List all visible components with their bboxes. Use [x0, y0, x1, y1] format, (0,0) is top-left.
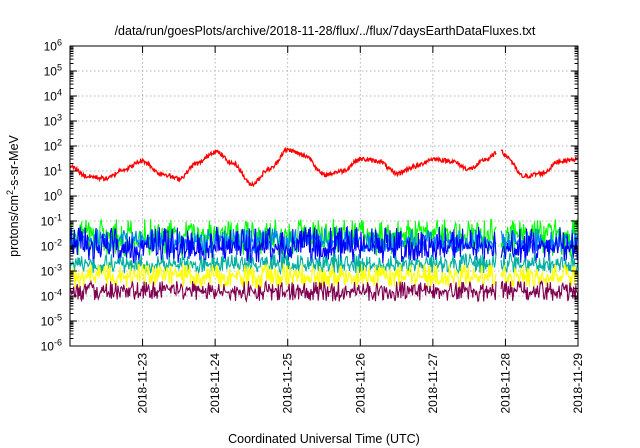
y-tick-label: 106	[44, 38, 62, 54]
y-tick-label: 10-2	[41, 238, 62, 254]
y-tick-label: 100	[44, 188, 62, 204]
y-tick-label: 103	[44, 113, 62, 129]
x-axis-label: Coordinated Universal Time (UTC)	[228, 432, 420, 446]
y-tick-labels: 10-6 10-5 10-4 10-3 10-2 10-1 100 101 102 103 104 1…	[41, 38, 62, 354]
data-series	[69, 146, 579, 304]
series-line	[70, 146, 579, 188]
y-tick-label: 10-3	[41, 263, 62, 279]
series-line	[69, 263, 579, 290]
y-tick-label: 10-1	[41, 213, 62, 229]
chart-title: /data/run/goesPlots/archive/2018-11-28/f…	[115, 24, 536, 38]
x-tick-label: 2018-11-29	[571, 353, 585, 414]
x-tick-label: 2018-11-27	[426, 353, 440, 414]
x-tick-label: 2018-11-28	[498, 353, 512, 414]
gridlines	[70, 46, 578, 346]
y-tick-label: 10-6	[41, 338, 62, 354]
x-tick-labels: 2018-11-23 2018-11-24 2018-11-25 2018-11-26…	[136, 353, 585, 414]
y-axis-label: protons/cm2-s-sr-MeV	[5, 134, 21, 256]
x-tick-label: 2018-11-24	[208, 353, 222, 414]
series-line	[69, 225, 579, 265]
series-line	[69, 279, 579, 304]
y-tick-label: 10-5	[41, 313, 62, 329]
y-tick-label: 102	[44, 138, 62, 154]
x-tick-label: 2018-11-26	[353, 353, 367, 414]
y-tick-label: 105	[44, 63, 62, 79]
y-tick-label: 101	[44, 163, 62, 179]
axis-ticks	[70, 45, 579, 347]
x-tick-label: 2018-11-23	[136, 353, 150, 414]
y-tick-label: 10-4	[41, 288, 62, 304]
y-tick-label: 104	[44, 88, 62, 104]
x-tick-label: 2018-11-25	[281, 353, 295, 414]
series-line	[69, 253, 579, 276]
